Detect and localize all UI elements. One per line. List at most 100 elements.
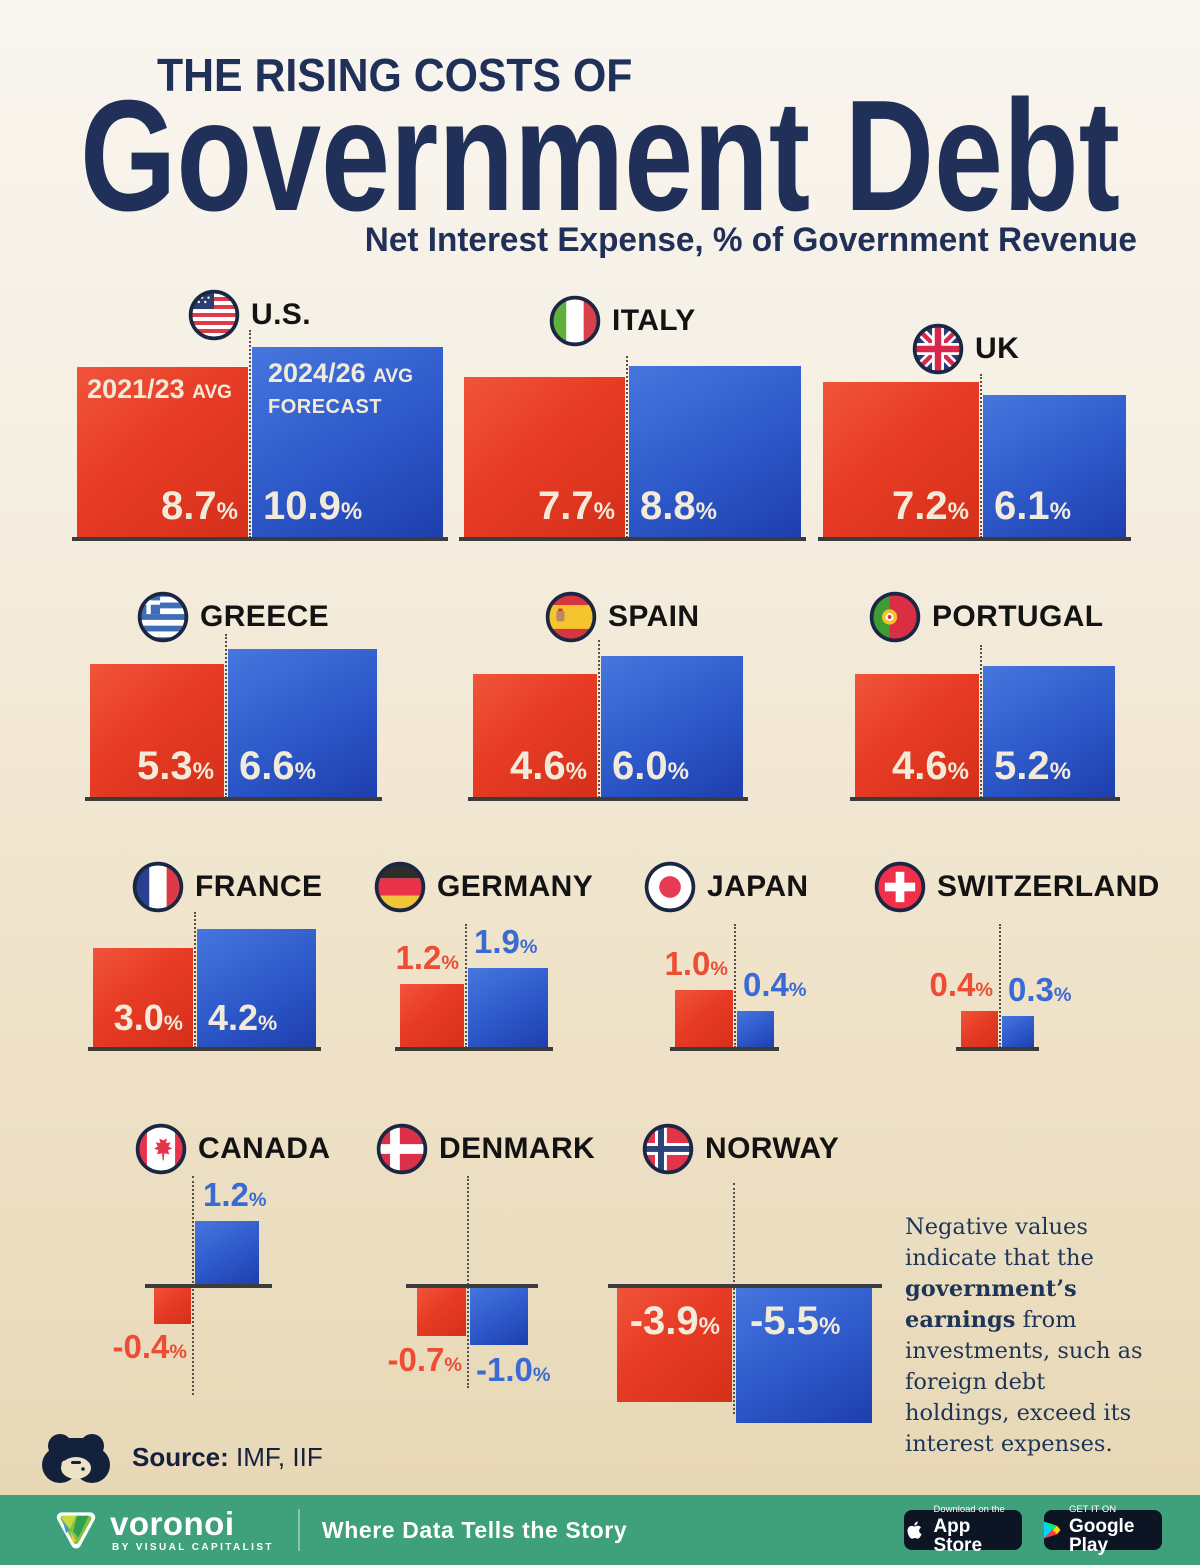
- gr-flag-icon: [137, 591, 189, 643]
- country-name: DENMARK: [439, 1132, 596, 1165]
- value-label-2021-23: 1.2%: [395, 939, 459, 976]
- bar-2024-26-forecast: [983, 666, 1115, 798]
- bar-2021-23: [464, 377, 625, 538]
- value-label-2024-26: -1.0%: [476, 1351, 551, 1388]
- country-name: ITALY: [612, 304, 696, 337]
- ch-flag-icon: [874, 861, 926, 913]
- value-label-2021-23: 4.6%: [892, 744, 969, 788]
- note-bold-text: government’s earnings: [905, 1276, 1077, 1333]
- country-header-no: NORWAY: [642, 1123, 839, 1175]
- value-label-2021-23: 7.2%: [892, 484, 969, 528]
- source-text: Source: IMF, IIF: [132, 1442, 323, 1473]
- country-name: JAPAN: [707, 870, 809, 903]
- bar-2024-26-forecast: [228, 649, 377, 798]
- country-header-it: ITALY: [549, 295, 696, 347]
- es-flag-icon: [545, 591, 597, 643]
- bar-2021-23: [961, 1011, 998, 1048]
- value-label-2021-23: -0.7%: [387, 1341, 462, 1378]
- pt-flag-icon: [869, 591, 921, 643]
- country-header-de: GERMANY: [374, 861, 593, 913]
- country-header-uk: UK: [912, 323, 1019, 375]
- voronoi-byline: BY VISUAL CAPITALIST: [112, 1542, 274, 1553]
- dk-flag-icon: [376, 1123, 428, 1175]
- divider-dotted-line: [980, 645, 982, 798]
- country-header-es: SPAIN: [545, 591, 699, 643]
- divider-dotted-line: [467, 1176, 469, 1388]
- axis-line: [406, 1284, 538, 1288]
- country-name: FRANCE: [195, 870, 323, 903]
- bar-2024-26-forecast: [736, 1287, 872, 1423]
- bar-2024-26-forecast: [470, 1287, 528, 1345]
- ca-flag-icon: [135, 1123, 187, 1175]
- divider-dotted-line: [733, 1183, 735, 1414]
- country-header-us: U.S.: [188, 289, 311, 341]
- value-label-2024-26: 8.8%: [640, 484, 717, 528]
- bar-2024-26-forecast: [737, 1011, 774, 1048]
- value-label-2024-26: 0.3%: [1008, 971, 1072, 1008]
- bar-2021-23: [617, 1287, 732, 1402]
- value-label-2021-23: 5.3%: [137, 744, 214, 788]
- value-label-2024-26: 10.9%: [263, 484, 363, 528]
- legend-2024-26-forecast: 2024/26 AVG FORECAST: [268, 358, 413, 419]
- country-name: NORWAY: [705, 1132, 840, 1165]
- store-badges: Download on the App Store GET IT ON Goog…: [904, 1505, 1162, 1555]
- source-label: Source:: [132, 1441, 229, 1472]
- us-flag-icon: [188, 289, 240, 341]
- axis-line: [88, 1047, 321, 1051]
- chart-subtitle: Net Interest Expense, % of Government Re…: [364, 221, 1137, 259]
- visual-capitalist-logo-icon: [42, 1434, 110, 1483]
- divider-dotted-line: [598, 640, 600, 798]
- value-label-2021-23: 8.7%: [161, 484, 238, 528]
- country-name: GERMANY: [437, 870, 594, 903]
- axis-line: [85, 797, 382, 801]
- note-text-after: from investments, such as foreign debt h…: [905, 1307, 1143, 1457]
- no-flag-icon: [642, 1123, 694, 1175]
- google-play-badge[interactable]: GET IT ON Google Play: [1044, 1505, 1162, 1555]
- title-kicker: THE RISING COSTS OF: [157, 49, 633, 101]
- axis-line: [145, 1284, 272, 1288]
- axis-line: [459, 537, 806, 541]
- divider-dotted-line: [465, 924, 467, 1048]
- bar-2024-26-forecast: [1002, 1016, 1034, 1048]
- axis-line: [72, 537, 448, 541]
- bar-2024-26-forecast: [601, 656, 743, 798]
- bar-2024-26-forecast: [195, 1221, 259, 1285]
- country-name: UK: [975, 332, 1020, 365]
- country-name: SWITZERLAND: [937, 870, 1160, 903]
- country-name: GREECE: [200, 600, 330, 633]
- voronoi-wordmark: voronoi: [110, 1505, 235, 1542]
- legend-2021-23: 2021/23 AVG: [87, 374, 232, 404]
- country-name: CANADA: [198, 1132, 331, 1165]
- country-header-ch: SWITZERLAND: [874, 861, 1160, 913]
- value-label-2024-26: 1.9%: [474, 923, 538, 960]
- app-store-badge[interactable]: Download on the App Store: [904, 1505, 1022, 1555]
- country-header-fr: FRANCE: [132, 861, 322, 913]
- value-label-2024-26: 6.6%: [239, 744, 316, 788]
- bar-2024-26-forecast: [983, 395, 1126, 538]
- bar-2024-26-forecast: [468, 968, 548, 1048]
- divider-dotted-line: [734, 924, 736, 1048]
- value-label-2021-23: 3.0%: [113, 997, 183, 1038]
- negative-values-note: Negative values indicate that the govern…: [905, 1212, 1153, 1460]
- bar-2021-23: [90, 664, 224, 798]
- de-flag-icon: [374, 861, 426, 913]
- bar-2021-23: [400, 984, 464, 1048]
- bar-2021-23: [417, 1287, 466, 1336]
- divider-dotted-line: [225, 634, 227, 798]
- value-label-2024-26: 0.4%: [743, 966, 807, 1003]
- value-label-2024-26: 6.0%: [612, 744, 689, 788]
- value-label-2021-23: 7.7%: [538, 484, 615, 528]
- bar-2021-23: [855, 674, 979, 798]
- axis-line: [608, 1284, 882, 1288]
- divider-dotted-line: [626, 356, 628, 538]
- voronoi-brand[interactable]: voronoi BY VISUAL CAPITALIST: [54, 1507, 274, 1553]
- bar-2021-23: [675, 990, 733, 1048]
- value-label-2024-26: 6.1%: [994, 484, 1071, 528]
- value-label-2021-23: -0.4%: [112, 1328, 187, 1365]
- axis-line: [850, 797, 1120, 801]
- bar-2024-26-forecast: [252, 347, 443, 538]
- bar-2021-23: [93, 948, 193, 1048]
- value-label-2021-23: 4.6%: [510, 744, 587, 788]
- svg-text:Government Debt: Government Debt: [80, 86, 1120, 222]
